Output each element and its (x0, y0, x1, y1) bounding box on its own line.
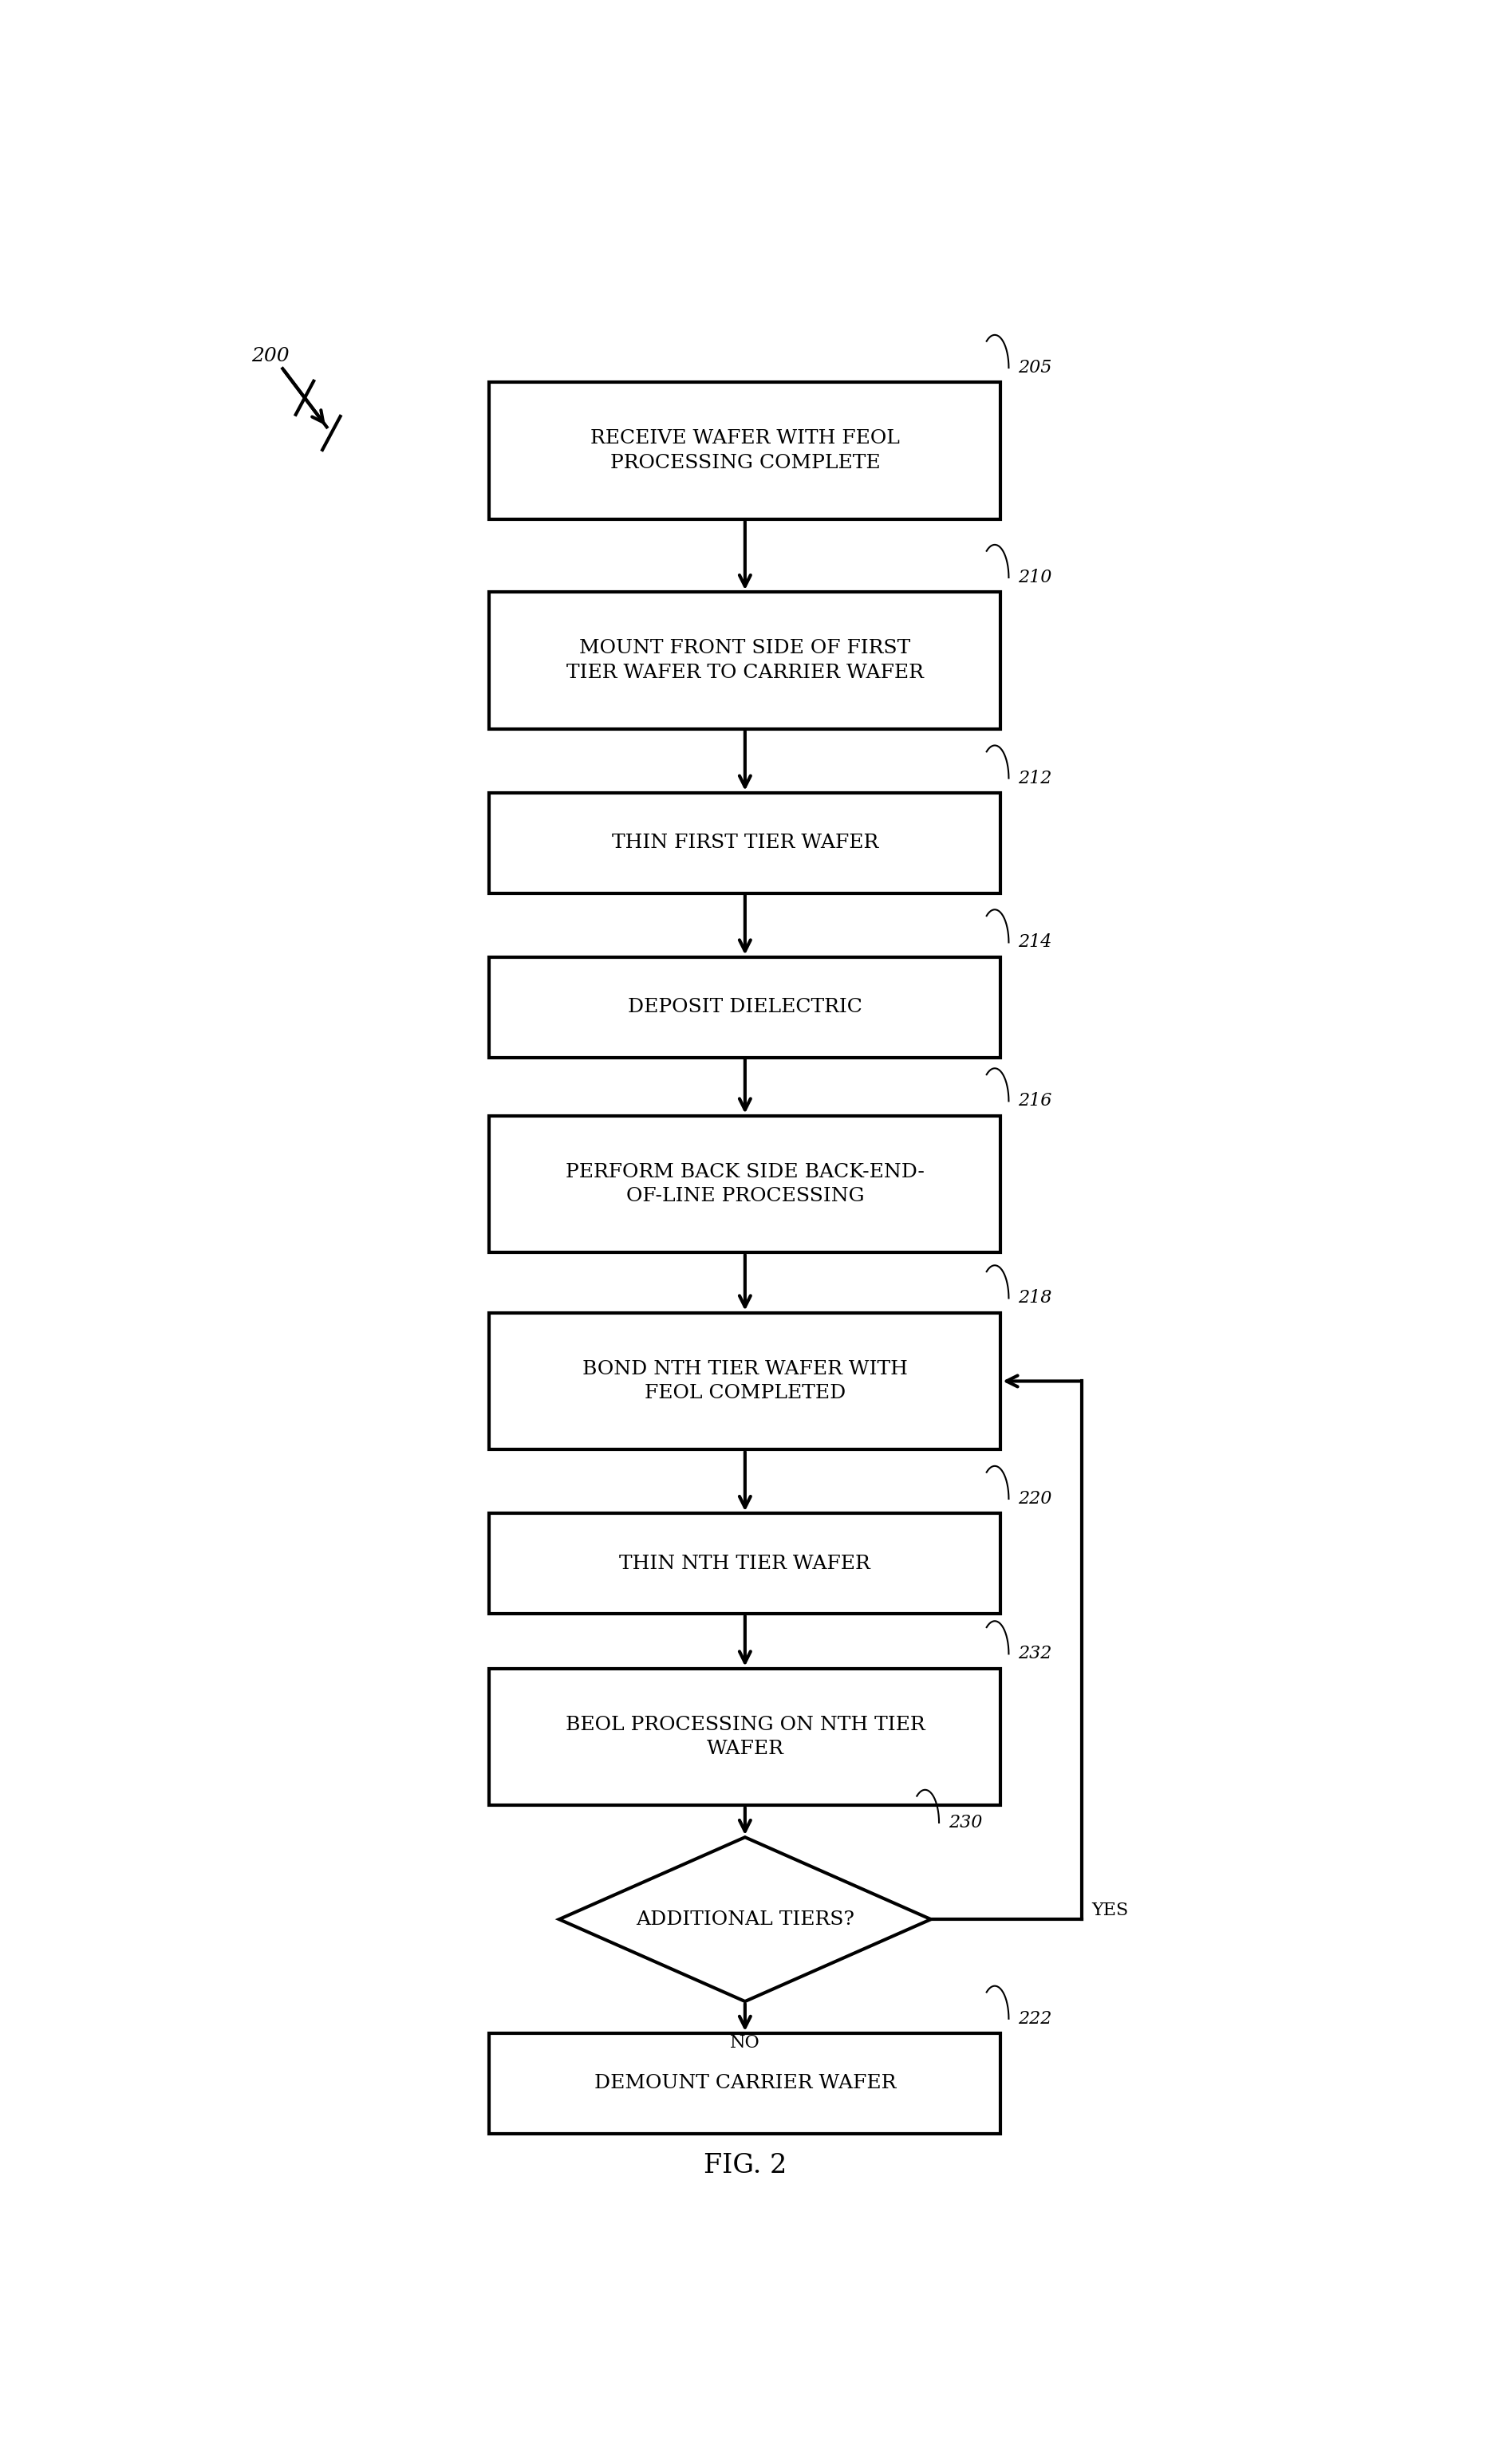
Bar (489, 793, 1001, 892)
Text: 222: 222 (1018, 2011, 1052, 2028)
Bar (489, 382, 1001, 520)
Text: THIN NTH TIER WAFER: THIN NTH TIER WAFER (619, 1555, 871, 1572)
Text: 212: 212 (1018, 769, 1052, 786)
Text: DEMOUNT CARRIER WAFER: DEMOUNT CARRIER WAFER (594, 2075, 896, 2092)
Text: 214: 214 (1018, 934, 1052, 951)
Text: 200: 200 (252, 347, 289, 365)
Text: THIN FIRST TIER WAFER: THIN FIRST TIER WAFER (612, 833, 878, 853)
Text: BOND NTH TIER WAFER WITH
FEOL COMPLETED: BOND NTH TIER WAFER WITH FEOL COMPLETED (582, 1360, 908, 1402)
Text: FIG. 2: FIG. 2 (703, 2154, 787, 2178)
Bar (489, 1668, 1001, 1806)
Text: MOUNT FRONT SIDE OF FIRST
TIER WAFER TO CARRIER WAFER: MOUNT FRONT SIDE OF FIRST TIER WAFER TO … (567, 638, 923, 683)
Text: PERFORM BACK SIDE BACK-END-
OF-LINE PROCESSING: PERFORM BACK SIDE BACK-END- OF-LINE PROC… (565, 1163, 925, 1205)
Text: ADDITIONAL TIERS?: ADDITIONAL TIERS? (636, 1910, 854, 1929)
Bar (489, 2033, 1001, 2134)
Text: RECEIVE WAFER WITH FEOL
PROCESSING COMPLETE: RECEIVE WAFER WITH FEOL PROCESSING COMPL… (591, 429, 899, 473)
Bar (489, 956, 1001, 1057)
Bar (489, 591, 1001, 729)
Text: YES: YES (1091, 1902, 1129, 1919)
Polygon shape (559, 1838, 931, 2001)
Bar (489, 1313, 1001, 1449)
Text: BEOL PROCESSING ON NTH TIER
WAFER: BEOL PROCESSING ON NTH TIER WAFER (565, 1715, 925, 1759)
Text: 220: 220 (1018, 1491, 1052, 1508)
Text: DEPOSIT DIELECTRIC: DEPOSIT DIELECTRIC (628, 998, 862, 1015)
Text: 216: 216 (1018, 1092, 1052, 1109)
Text: 230: 230 (949, 1814, 982, 1831)
Text: 205: 205 (1018, 360, 1052, 377)
Text: 210: 210 (1018, 569, 1052, 586)
Text: 218: 218 (1018, 1289, 1052, 1306)
Text: NO: NO (730, 2035, 760, 2053)
Text: 232: 232 (1018, 1646, 1052, 1663)
Bar (489, 1513, 1001, 1614)
Bar (489, 1116, 1001, 1252)
